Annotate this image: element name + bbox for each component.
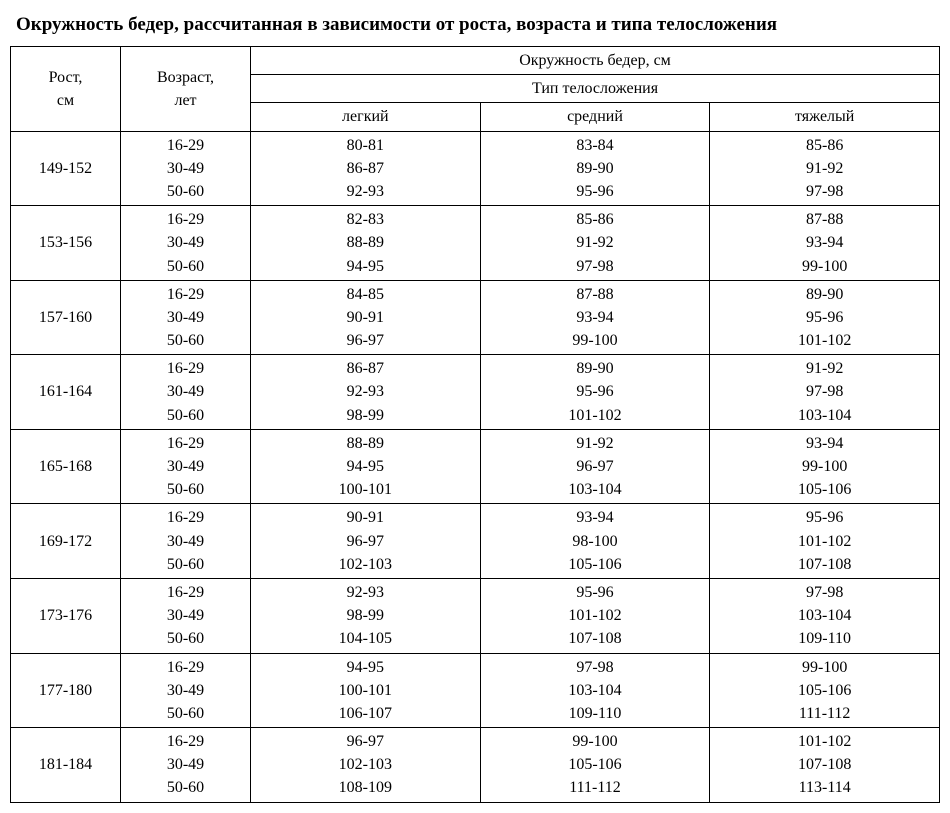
medium-cell: 95-96101-102107-108 <box>480 578 710 653</box>
heavy-cell: 99-100105-106111-112 <box>710 653 940 728</box>
light-cell: 86-8792-9398-99 <box>251 355 481 430</box>
medium-cell: 99-100105-106111-112 <box>480 728 710 803</box>
medium-cell: 97-98103-104109-110 <box>480 653 710 728</box>
height-cell: 149-152 <box>11 131 121 206</box>
height-cell: 181-184 <box>11 728 121 803</box>
age-cell: 16-2930-4950-60 <box>121 429 251 504</box>
age-cell: 16-2930-4950-60 <box>121 578 251 653</box>
height-cell: 169-172 <box>11 504 121 579</box>
light-cell: 94-95100-101106-107 <box>251 653 481 728</box>
page-title: Окружность бедер, рассчитанная в зависим… <box>16 14 940 36</box>
height-cell: 157-160 <box>11 280 121 355</box>
age-cell: 16-2930-4950-60 <box>121 653 251 728</box>
header-heavy: тяжелый <box>710 103 940 131</box>
height-cell: 153-156 <box>11 206 121 281</box>
hip-circumference-table: Рост,см Возраст,лет Окружность бедер, см… <box>10 46 940 803</box>
age-cell: 16-2930-4950-60 <box>121 280 251 355</box>
heavy-cell: 87-8893-9499-100 <box>710 206 940 281</box>
heavy-cell: 95-96101-102107-108 <box>710 504 940 579</box>
header-height: Рост,см <box>11 47 121 132</box>
heavy-cell: 89-9095-96101-102 <box>710 280 940 355</box>
height-cell: 161-164 <box>11 355 121 430</box>
header-bodytype: Тип телосложения <box>251 75 940 103</box>
heavy-cell: 91-9297-98103-104 <box>710 355 940 430</box>
heavy-cell: 93-9499-100105-106 <box>710 429 940 504</box>
medium-cell: 89-9095-96101-102 <box>480 355 710 430</box>
heavy-cell: 97-98103-104109-110 <box>710 578 940 653</box>
age-cell: 16-2930-4950-60 <box>121 728 251 803</box>
light-cell: 96-97102-103108-109 <box>251 728 481 803</box>
height-cell: 173-176 <box>11 578 121 653</box>
heavy-cell: 85-8691-9297-98 <box>710 131 940 206</box>
age-cell: 16-2930-4950-60 <box>121 206 251 281</box>
medium-cell: 87-8893-9499-100 <box>480 280 710 355</box>
heavy-cell: 101-102107-108113-114 <box>710 728 940 803</box>
light-cell: 82-8388-8994-95 <box>251 206 481 281</box>
medium-cell: 93-9498-100105-106 <box>480 504 710 579</box>
light-cell: 92-9398-99104-105 <box>251 578 481 653</box>
medium-cell: 91-9296-97103-104 <box>480 429 710 504</box>
header-light: легкий <box>251 103 481 131</box>
light-cell: 84-8590-9196-97 <box>251 280 481 355</box>
light-cell: 90-9196-97102-103 <box>251 504 481 579</box>
height-cell: 165-168 <box>11 429 121 504</box>
age-cell: 16-2930-4950-60 <box>121 131 251 206</box>
medium-cell: 83-8489-9095-96 <box>480 131 710 206</box>
header-main: Окружность бедер, см <box>251 47 940 75</box>
header-medium: средний <box>480 103 710 131</box>
age-cell: 16-2930-4950-60 <box>121 504 251 579</box>
header-age: Возраст,лет <box>121 47 251 132</box>
light-cell: 88-8994-95100-101 <box>251 429 481 504</box>
height-cell: 177-180 <box>11 653 121 728</box>
light-cell: 80-8186-8792-93 <box>251 131 481 206</box>
medium-cell: 85-8691-9297-98 <box>480 206 710 281</box>
age-cell: 16-2930-4950-60 <box>121 355 251 430</box>
